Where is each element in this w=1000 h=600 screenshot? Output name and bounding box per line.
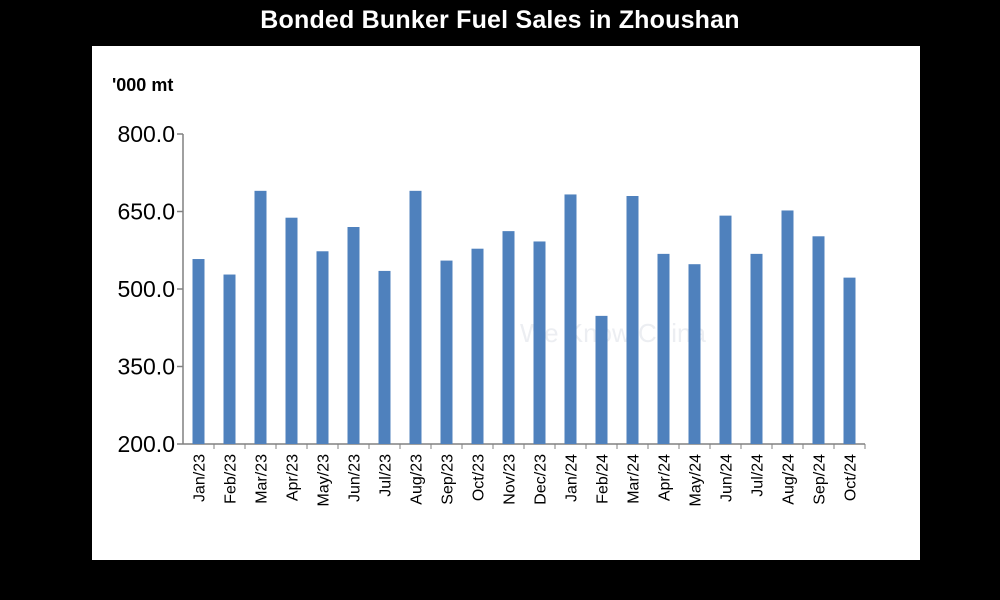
- bar: [750, 253, 763, 444]
- bar: [595, 315, 608, 444]
- x-tick-label: Sep/23: [440, 454, 457, 505]
- bar: [626, 196, 639, 444]
- bar: [719, 215, 732, 444]
- bar: [657, 253, 670, 444]
- bar: [192, 259, 205, 444]
- x-tick-label: Jul/23: [378, 454, 395, 497]
- bar: [502, 231, 515, 444]
- x-tick-label: Mar/23: [254, 454, 271, 504]
- y-tick-label: 350.0: [117, 354, 175, 380]
- bar: [347, 227, 360, 444]
- bar: [812, 236, 825, 444]
- chart-title: Bonded Bunker Fuel Sales in Zhoushan: [260, 6, 740, 34]
- bar: [409, 190, 422, 444]
- bar: [688, 264, 701, 444]
- x-tick-label: Sep/24: [812, 454, 829, 505]
- y-axis-unit-label: '000 mt: [112, 75, 174, 95]
- bar: [254, 190, 267, 444]
- bar: [471, 248, 484, 444]
- x-tick-label: Oct/24: [843, 454, 860, 501]
- bar: [440, 260, 453, 444]
- bar: [285, 217, 298, 444]
- x-tick-label: Aug/23: [409, 454, 426, 505]
- x-tick-label: Jan/23: [192, 454, 209, 502]
- x-tick-label: Dec/23: [533, 454, 550, 505]
- bar: [316, 251, 329, 444]
- bar: [378, 270, 391, 444]
- x-tick-label: Jul/24: [750, 454, 767, 497]
- x-tick-label: Oct/23: [471, 454, 488, 501]
- x-tick-label: Apr/23: [285, 454, 302, 501]
- x-tick-label: May/24: [688, 454, 705, 507]
- bar: [564, 194, 577, 444]
- x-tick-label: Feb/24: [595, 454, 612, 504]
- y-tick-label: 800.0: [117, 121, 175, 147]
- bar: [223, 274, 236, 444]
- x-tick-label: Feb/23: [223, 454, 240, 504]
- x-tick-label: Jun/24: [719, 454, 736, 502]
- x-tick-label: May/23: [316, 454, 333, 507]
- x-tick-label: Jun/23: [347, 454, 364, 502]
- y-tick-label: 200.0: [117, 431, 175, 457]
- bar: [781, 210, 794, 444]
- y-tick-label: 650.0: [117, 199, 175, 225]
- x-tick-label: Nov/23: [502, 454, 519, 505]
- bar: [843, 277, 856, 444]
- x-tick-label: Jan/24: [564, 454, 581, 502]
- watermark-text: We Know China: [520, 318, 706, 348]
- x-tick-label: Mar/24: [626, 454, 643, 504]
- y-tick-label: 500.0: [117, 276, 175, 302]
- x-tick-label: Aug/24: [781, 454, 798, 505]
- x-tick-label: Apr/24: [657, 454, 674, 501]
- bar: [533, 241, 546, 444]
